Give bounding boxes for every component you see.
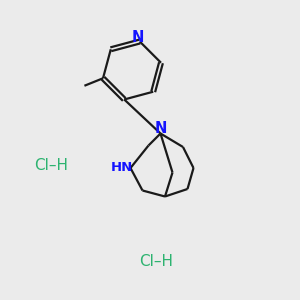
Text: Cl–H: Cl–H bbox=[139, 254, 173, 268]
Text: N: N bbox=[131, 30, 144, 45]
Text: HN: HN bbox=[111, 160, 133, 174]
Text: Cl–H: Cl–H bbox=[34, 158, 68, 172]
Text: N: N bbox=[155, 121, 167, 136]
